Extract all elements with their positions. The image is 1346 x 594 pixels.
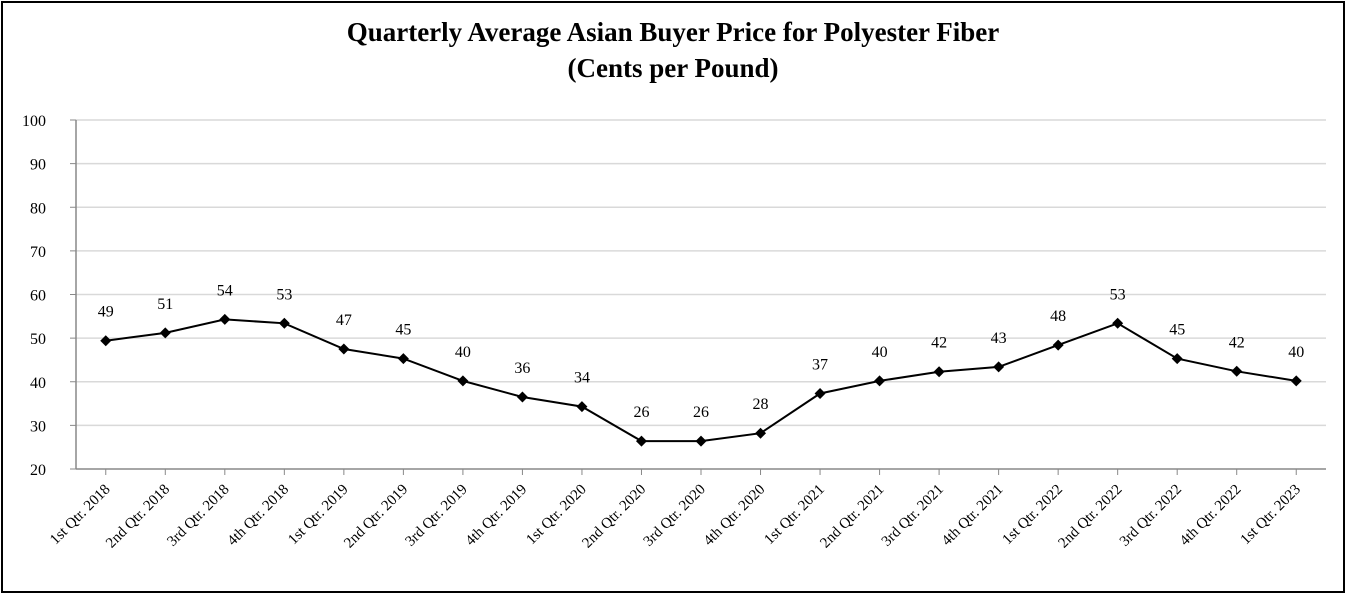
x-tick-label: 3rd Qtr. 2018 xyxy=(164,482,232,550)
y-tick-label: 90 xyxy=(30,157,46,174)
data-label: 48 xyxy=(1050,308,1066,325)
data-label: 51 xyxy=(157,296,173,313)
x-tick-label: 3rd Qtr. 2021 xyxy=(879,482,947,550)
x-tick-label: 2nd Qtr. 2021 xyxy=(817,482,887,552)
data-label: 49 xyxy=(98,304,114,321)
x-tick-label: 4th Qtr. 2021 xyxy=(939,482,1007,550)
chart-title: Quarterly Average Asian Buyer Price for … xyxy=(346,17,1000,47)
data-point-marker xyxy=(1231,365,1243,377)
chart-title-block: Quarterly Average Asian Buyer Price for … xyxy=(0,14,1346,86)
y-tick-label: 20 xyxy=(30,462,46,479)
data-point-marker xyxy=(755,427,767,439)
x-tick-label: 3rd Qtr. 2019 xyxy=(403,482,471,550)
data-label: 47 xyxy=(336,312,352,329)
x-tick-label: 2nd Qtr. 2022 xyxy=(1056,482,1126,552)
x-tick-label: 1st Qtr. 2022 xyxy=(1000,482,1066,548)
data-point-marker xyxy=(219,313,231,325)
data-label: 40 xyxy=(1288,344,1304,361)
x-tick-label: 2nd Qtr. 2019 xyxy=(341,482,411,552)
y-tick-label: 50 xyxy=(30,331,46,348)
x-tick-label: 4th Qtr. 2020 xyxy=(701,482,769,550)
data-point-marker xyxy=(457,375,469,387)
y-tick-label: 100 xyxy=(22,113,46,130)
x-tick-label: 3rd Qtr. 2022 xyxy=(1117,482,1185,550)
x-tick-label: 4th Qtr. 2022 xyxy=(1177,482,1245,550)
data-label: 45 xyxy=(1169,322,1185,339)
data-label: 40 xyxy=(872,344,888,361)
data-label: 40 xyxy=(455,344,471,361)
data-label: 42 xyxy=(1229,334,1245,351)
data-label: 53 xyxy=(276,286,292,303)
data-point-marker xyxy=(1112,317,1124,329)
data-label: 28 xyxy=(753,396,769,413)
data-point-marker xyxy=(516,391,528,403)
data-point-marker xyxy=(874,375,886,387)
data-point-marker xyxy=(397,353,409,365)
data-point-marker xyxy=(814,388,826,400)
y-tick-label: 60 xyxy=(30,288,46,305)
y-tick-labels: 100 90 80 70 60 50 40 30 20 xyxy=(22,113,46,479)
data-label: 45 xyxy=(395,322,411,339)
x-tick-label: 1st Qtr. 2023 xyxy=(1238,482,1304,548)
data-label: 26 xyxy=(633,404,649,421)
data-point-marker xyxy=(1052,339,1064,351)
y-tick-label: 70 xyxy=(30,244,46,261)
chart-subtitle: (Cents per Pound) xyxy=(567,53,779,83)
data-point-marker xyxy=(1290,375,1302,387)
data-labels: 49 51 54 53 47 45 40 36 34 26 26 28 37 40 42 43 48 53 45 42… xyxy=(98,282,1304,421)
x-tick-label: 1st Qtr. 2018 xyxy=(47,482,113,548)
data-point-marker xyxy=(635,435,647,447)
data-label: 34 xyxy=(574,370,590,387)
x-tick-label: 1st Qtr. 2020 xyxy=(523,482,589,548)
data-label: 54 xyxy=(217,282,233,299)
x-tick-label: 1st Qtr. 2021 xyxy=(761,482,827,548)
y-tick-label: 30 xyxy=(30,418,46,435)
x-tick-label: 1st Qtr. 2019 xyxy=(285,482,351,548)
data-label: 26 xyxy=(693,404,709,421)
data-point-marker xyxy=(1171,353,1183,365)
data-label: 53 xyxy=(1110,286,1126,303)
y-tick-label: 40 xyxy=(30,375,46,392)
data-point-marker xyxy=(338,343,350,355)
data-label: 36 xyxy=(514,360,530,377)
data-point-marker xyxy=(576,401,588,413)
series-price xyxy=(100,313,1302,447)
data-point-marker xyxy=(100,335,112,347)
data-label: 43 xyxy=(991,330,1007,347)
x-tick-label: 4th Qtr. 2018 xyxy=(225,482,293,550)
x-tick-label: 2nd Qtr. 2018 xyxy=(103,482,173,552)
data-point-marker xyxy=(159,327,171,339)
data-point-marker xyxy=(993,361,1005,373)
x-tick-label: 3rd Qtr. 2020 xyxy=(641,482,709,550)
data-label: 42 xyxy=(931,335,947,352)
axes xyxy=(70,119,1326,475)
data-point-marker xyxy=(278,317,290,329)
x-tick-label: 4th Qtr. 2019 xyxy=(463,482,531,550)
data-point-marker xyxy=(933,366,945,378)
data-point-marker xyxy=(695,435,707,447)
data-label: 37 xyxy=(812,357,828,374)
gridlines xyxy=(76,119,1326,427)
x-tick-label: 2nd Qtr. 2020 xyxy=(579,482,649,552)
y-tick-label: 80 xyxy=(30,200,46,217)
